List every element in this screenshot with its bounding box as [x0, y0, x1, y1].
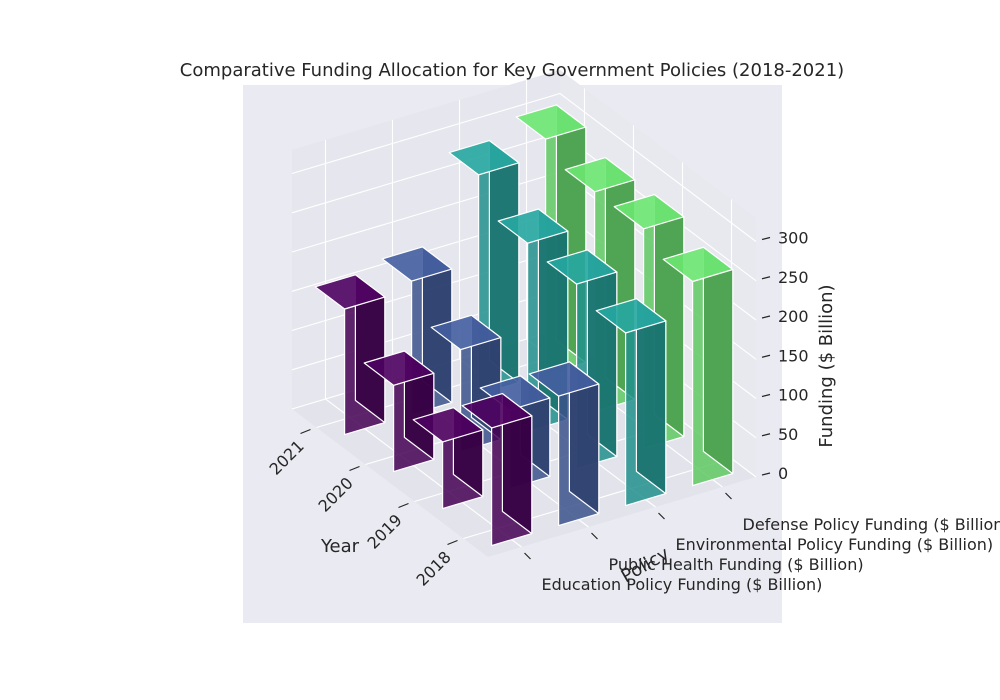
bar	[662, 246, 734, 487]
z-tick-mark	[761, 472, 771, 476]
z-tick-label: 250	[778, 268, 809, 287]
z-tick-label: 200	[778, 307, 809, 326]
z-axis-label: Funding ($ Billion)	[816, 284, 837, 447]
bar-top-face	[546, 249, 618, 285]
bar-top-face	[461, 393, 533, 429]
z-grid-line	[291, 92, 757, 242]
x-tick-mark	[300, 428, 311, 435]
y-tick-mark	[658, 512, 665, 520]
bar-top-face	[564, 157, 636, 193]
bar-side-face	[702, 246, 734, 475]
y-tick-mark	[725, 492, 732, 500]
bar-top-face	[515, 104, 587, 140]
x-axis-label: Year	[320, 536, 360, 557]
bar	[363, 350, 435, 473]
bar-top-face	[448, 140, 520, 176]
bar-top-face	[662, 246, 734, 283]
bar	[528, 361, 600, 527]
z-tick-mark	[761, 315, 771, 319]
y-tick-mark	[591, 532, 598, 540]
y-tick-label: Defense Policy Funding ($ Billion)	[743, 515, 1000, 534]
bar	[412, 407, 484, 510]
bar	[595, 298, 667, 507]
y-tick-mark	[524, 552, 531, 560]
y-tick-label: Environmental Policy Funding ($ Billion)	[676, 535, 994, 554]
bar-top-face	[595, 298, 667, 334]
bar-top-face	[528, 361, 600, 397]
bar-top-face	[497, 208, 569, 244]
bar-top-face	[381, 246, 453, 282]
bar	[461, 393, 533, 547]
x-tick-mark	[349, 465, 360, 472]
z-tick-mark	[761, 354, 771, 358]
x-tick-mark	[398, 502, 409, 509]
z-tick-mark	[761, 393, 771, 398]
z-tick-label: 150	[778, 346, 809, 365]
bar-top-face	[479, 375, 551, 411]
bar-top-face	[412, 407, 484, 443]
bar-group	[314, 104, 734, 547]
bar-top-face	[613, 194, 685, 230]
bar	[314, 274, 386, 436]
z-tick-label: 300	[778, 229, 809, 248]
chart-title: Comparative Funding Allocation for Key G…	[180, 60, 844, 81]
z-tick-mark	[761, 236, 771, 241]
y-tick-label: Public Health Funding ($ Billion)	[609, 555, 864, 574]
bar-top-face	[430, 314, 502, 351]
x-tick-mark	[447, 539, 458, 546]
bar-top-face	[363, 350, 435, 386]
z-tick-label: 0	[778, 464, 788, 483]
z-tick-mark	[761, 433, 771, 437]
bar-top-face	[314, 274, 386, 310]
z-tick-label: 50	[778, 425, 798, 444]
y-tick-label: Education Policy Funding ($ Billion)	[542, 575, 823, 594]
z-tick-mark	[761, 276, 771, 280]
z-tick-label: 100	[778, 386, 809, 405]
